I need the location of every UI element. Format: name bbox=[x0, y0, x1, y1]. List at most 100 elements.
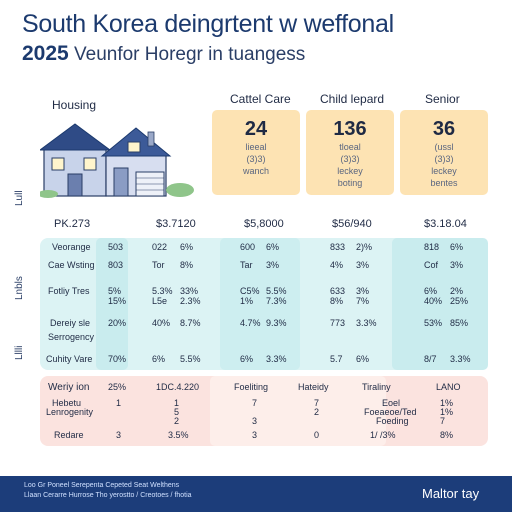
subtitle-text: Veunfor Horegr in tuangess bbox=[74, 44, 305, 65]
table-cell: Foeding bbox=[376, 416, 409, 426]
price-cell: PK.273 bbox=[54, 218, 90, 230]
table-cell: 2% bbox=[450, 286, 463, 296]
page-subtitle: 2025 Veunfor Horegr in tuangess bbox=[22, 42, 305, 66]
summary-card-child: 136 tloeal (3)3) leckey boting bbox=[306, 110, 394, 195]
page-title: South Korea deingrtent w weffonal bbox=[22, 10, 394, 39]
table-cell: 3 bbox=[252, 416, 257, 426]
table-cell: 5.3% bbox=[152, 286, 173, 296]
table-cell: 40% bbox=[424, 296, 442, 306]
house-illustration bbox=[40, 120, 200, 198]
pink-data-panel: Weriy ion 25% 1DC.4.220 Foeliting Hateid… bbox=[40, 376, 488, 446]
table-cell: L5e bbox=[152, 296, 167, 306]
table-cell: 6% bbox=[240, 354, 253, 364]
table-cell: 818 bbox=[424, 242, 439, 252]
table-cell: 20% bbox=[108, 318, 126, 328]
side-mark: Lnbls bbox=[14, 276, 25, 300]
table-cell: 6% bbox=[266, 242, 279, 252]
card-value: 24 bbox=[212, 118, 300, 141]
table-cell: 3.3% bbox=[266, 354, 287, 364]
table-cell: Cof bbox=[424, 260, 438, 270]
column-header-cattel-care: Cattel Care bbox=[230, 92, 291, 106]
blue-data-panel: Veorange 503 022 6% 600 6% 833 2)% 818 6… bbox=[40, 238, 488, 370]
table-cell: 70% bbox=[108, 354, 126, 364]
row-label: Dereiy sle bbox=[50, 318, 90, 328]
column-header-child: Child lepard bbox=[320, 92, 384, 106]
price-cell: $5,8000 bbox=[244, 218, 284, 230]
table-cell: 4% bbox=[330, 260, 343, 270]
table-row: Weriy ion 25% 1DC.4.220 Foeliting Hateid… bbox=[40, 382, 488, 398]
table-cell: 503 bbox=[108, 242, 123, 252]
card-line: bentes bbox=[400, 177, 488, 189]
table-row: 15% L5e 2.3% 1% 7.3% 8% 7% 40% 25% bbox=[40, 296, 488, 312]
price-row: PK.273 $3.7120 $5,8000 $56/940 $3.18.04 bbox=[40, 218, 500, 232]
table-cell: 6% bbox=[424, 286, 437, 296]
table-cell: 6% bbox=[152, 354, 165, 364]
card-line: leckey bbox=[400, 165, 488, 177]
table-cell: 022 bbox=[152, 242, 167, 252]
table-cell: 25% bbox=[108, 382, 126, 392]
table-cell: 8% bbox=[330, 296, 343, 306]
table-row: Cuhity Vare 70% 6% 5.5% 6% 3.3% 5.7 6% 8… bbox=[40, 354, 488, 370]
table-row: Redare 3 3.5% 3 0 1/ /3% 8% bbox=[40, 430, 488, 446]
footer-line: Llaan Cerarre Hurrose Tho yerostto / Cre… bbox=[24, 492, 192, 499]
table-cell: 9.3% bbox=[266, 318, 287, 328]
column-headers: Cattel Care Child lepard Senior bbox=[210, 92, 500, 106]
row-label: Redare bbox=[54, 430, 84, 440]
row-label: Weriy ion bbox=[48, 382, 90, 393]
row-label: Serrogency bbox=[48, 332, 94, 342]
summary-card-senior: 36 (ussl (3)3) leckey bentes bbox=[400, 110, 488, 195]
card-line: lieeal bbox=[212, 141, 300, 153]
table-row: Veorange 503 022 6% 600 6% 833 2)% 818 6… bbox=[40, 242, 488, 258]
table-cell: 3 bbox=[116, 430, 121, 440]
table-cell: 3% bbox=[266, 260, 279, 270]
table-cell: 2 bbox=[174, 416, 179, 426]
footer-bar: Loo Gr Poneel Serepenta Cepeted Seat Wel… bbox=[0, 476, 512, 512]
table-cell: 7% bbox=[356, 296, 369, 306]
card-value: 36 bbox=[400, 118, 488, 141]
table-cell: 6% bbox=[356, 354, 369, 364]
row-label: Fotliy Tres bbox=[48, 286, 90, 296]
table-cell: 25% bbox=[450, 296, 468, 306]
card-line: (3)3) bbox=[306, 153, 394, 165]
table-cell: Foeliting bbox=[234, 382, 268, 392]
table-cell: 803 bbox=[108, 260, 123, 270]
housing-label: Housing bbox=[52, 98, 96, 112]
table-cell: 8% bbox=[440, 430, 453, 440]
row-label: Cae Wsting bbox=[48, 260, 95, 270]
price-cell: $3.7120 bbox=[156, 218, 196, 230]
price-cell: $56/940 bbox=[332, 218, 372, 230]
table-cell: 1/ /3% bbox=[370, 430, 396, 440]
summary-card-cattel-care: 24 lieeal (3)3) wanch bbox=[212, 110, 300, 195]
table-cell: 6% bbox=[450, 242, 463, 252]
table-cell: 3% bbox=[450, 260, 463, 270]
table-cell: 8% bbox=[180, 260, 193, 270]
column-header-senior: Senior bbox=[425, 92, 460, 106]
card-value: 136 bbox=[306, 118, 394, 141]
row-label: Cuhity Vare bbox=[46, 354, 92, 364]
table-cell: 40% bbox=[152, 318, 170, 328]
table-cell: Hateidy bbox=[298, 382, 329, 392]
table-cell: 3% bbox=[356, 286, 369, 296]
card-line: (3)3) bbox=[212, 153, 300, 165]
table-cell: 5.7 bbox=[330, 354, 343, 364]
table-cell: 7 bbox=[440, 416, 445, 426]
table-cell: 5.5% bbox=[266, 286, 287, 296]
table-cell: 2)% bbox=[356, 242, 372, 252]
table-cell: C5% bbox=[240, 286, 260, 296]
subtitle-year: 2025 bbox=[22, 42, 69, 65]
footer-brand: Maltor tay bbox=[422, 486, 479, 501]
side-mark: Lllli bbox=[14, 346, 25, 360]
table-cell: 600 bbox=[240, 242, 255, 252]
table-cell: 33% bbox=[180, 286, 198, 296]
table-cell: 833 bbox=[330, 242, 345, 252]
table-cell: 3 bbox=[252, 430, 257, 440]
table-row: Serrogency bbox=[40, 332, 488, 348]
side-mark: Lull bbox=[14, 190, 25, 206]
table-cell: Tar bbox=[240, 260, 253, 270]
table-cell: 8.7% bbox=[180, 318, 201, 328]
table-cell: 3.5% bbox=[168, 430, 189, 440]
table-cell: 1% bbox=[240, 296, 253, 306]
table-cell: 633 bbox=[330, 286, 345, 296]
card-line: (3)3) bbox=[400, 153, 488, 165]
table-cell: 4.7% bbox=[240, 318, 261, 328]
